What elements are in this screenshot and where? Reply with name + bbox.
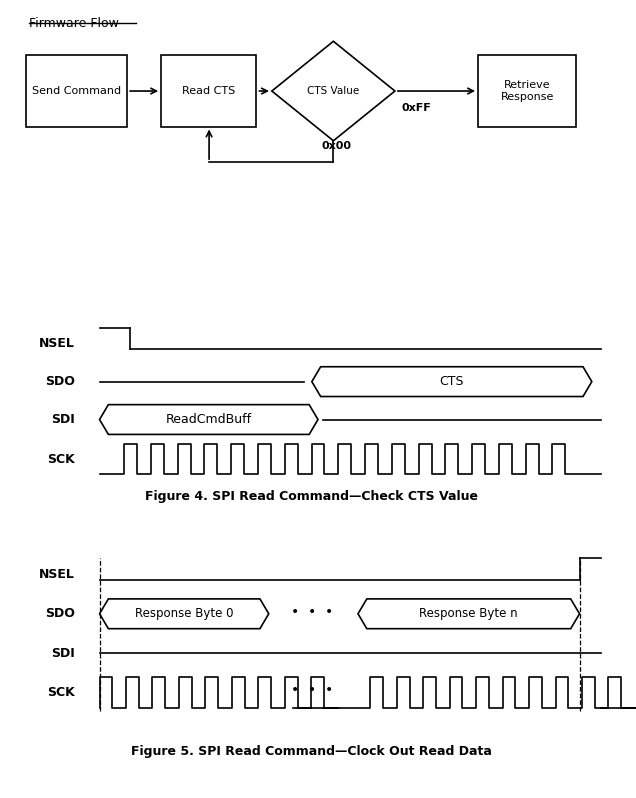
FancyBboxPatch shape <box>161 56 256 127</box>
Text: ReadCmdBuff: ReadCmdBuff <box>166 413 252 426</box>
Text: Figure 5. SPI Read Command—Clock Out Read Data: Figure 5. SPI Read Command—Clock Out Rea… <box>132 745 492 758</box>
Text: 0x00: 0x00 <box>321 140 352 151</box>
Text: Retrieve
Response: Retrieve Response <box>501 81 554 102</box>
Text: CTS: CTS <box>439 375 464 388</box>
Text: Read CTS: Read CTS <box>182 86 235 96</box>
Text: SDI: SDI <box>51 413 75 426</box>
FancyBboxPatch shape <box>478 56 576 127</box>
Polygon shape <box>358 598 579 629</box>
Text: •  •  •: • • • <box>291 605 333 619</box>
Text: SDI: SDI <box>51 646 75 660</box>
Text: Send Command: Send Command <box>32 86 121 96</box>
Text: NSEL: NSEL <box>39 338 75 350</box>
Text: 0xFF: 0xFF <box>401 103 431 113</box>
Text: Response Byte n: Response Byte n <box>419 607 518 620</box>
Text: Figure 4. SPI Read Command—Check CTS Value: Figure 4. SPI Read Command—Check CTS Val… <box>146 490 478 503</box>
FancyBboxPatch shape <box>25 56 127 127</box>
Text: SCK: SCK <box>47 686 75 699</box>
Polygon shape <box>100 405 318 434</box>
Text: SDO: SDO <box>45 375 75 388</box>
Text: Firmware Flow: Firmware Flow <box>29 17 119 30</box>
Polygon shape <box>100 598 269 629</box>
Text: Response Byte 0: Response Byte 0 <box>135 607 233 620</box>
Text: SDO: SDO <box>45 607 75 620</box>
Text: SCK: SCK <box>47 452 75 465</box>
Text: NSEL: NSEL <box>39 568 75 581</box>
Polygon shape <box>312 367 592 397</box>
Text: •  •  •: • • • <box>291 683 333 697</box>
Text: CTS Value: CTS Value <box>307 86 359 96</box>
Polygon shape <box>272 41 395 140</box>
